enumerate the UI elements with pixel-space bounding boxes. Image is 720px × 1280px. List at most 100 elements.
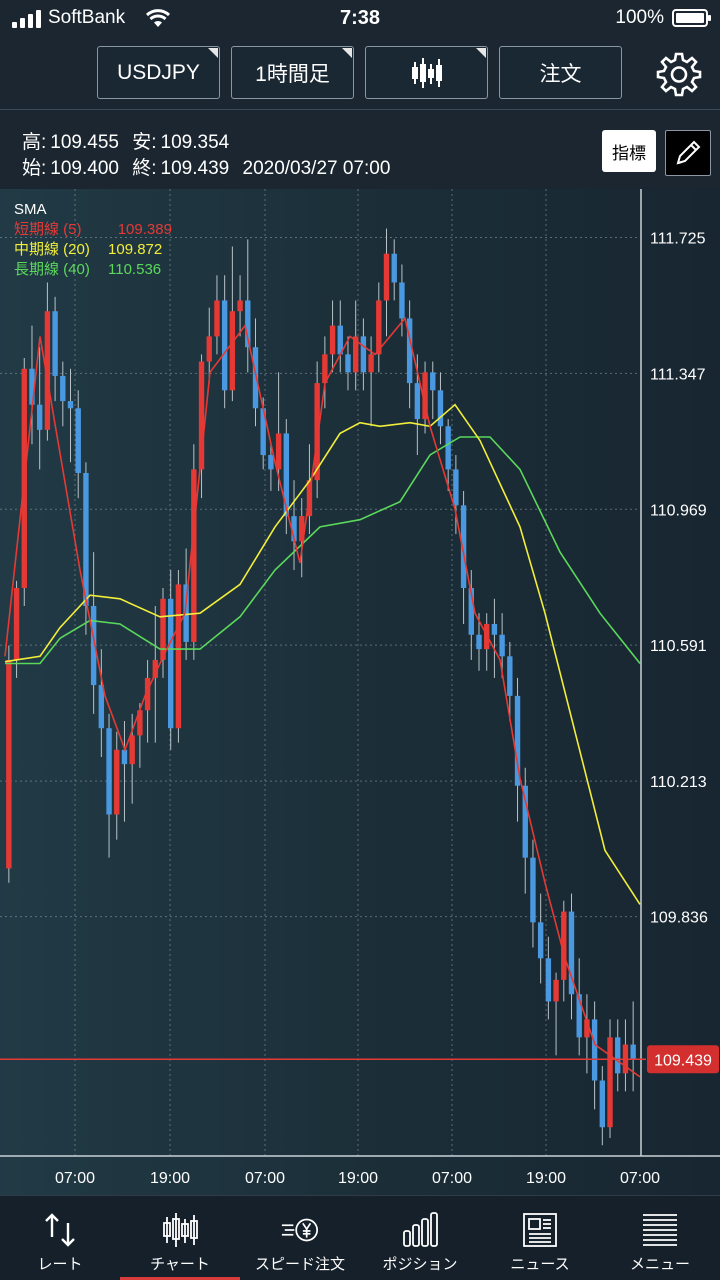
candle-body xyxy=(352,336,359,373)
candle-body xyxy=(615,1037,621,1074)
sma-long-label: 長期線 (40) xyxy=(14,261,90,278)
candle-body xyxy=(67,401,74,409)
candle-body xyxy=(584,1019,590,1038)
y-tick-label: 111.347 xyxy=(650,366,706,383)
candle-body xyxy=(252,347,259,409)
sma-short-line xyxy=(4,316,641,1078)
candle-body xyxy=(383,253,390,301)
candle-body xyxy=(175,584,182,729)
candlestick-icon xyxy=(411,57,442,88)
candle-body xyxy=(299,516,305,542)
tab-news[interactable]: ニュース xyxy=(480,1196,600,1280)
ohlc-info: 高: 109.455 安: 109.354 始: 109.400 終: 109.439 … xyxy=(0,111,720,189)
tab-rate[interactable]: レート xyxy=(0,1196,120,1280)
candle-body xyxy=(29,368,35,405)
candle-body xyxy=(237,300,243,312)
gear-icon[interactable] xyxy=(656,51,702,97)
chart-toolbar: USDJPY 1時間足 注文 xyxy=(0,38,720,110)
price-chart[interactable]: 111.725 111.347 110.969 110.591 110.213 109.8… xyxy=(0,189,720,1195)
candle-body xyxy=(399,282,405,319)
y-tick-label: 111.725 xyxy=(650,231,706,248)
tab-chart[interactable]: チャート xyxy=(120,1196,240,1280)
candle-body xyxy=(376,300,382,355)
low-label: 安: xyxy=(132,132,157,153)
candle-body xyxy=(337,325,343,355)
tab-chart-label: チャート xyxy=(150,1256,210,1273)
tab-position[interactable]: ポジション xyxy=(360,1196,480,1280)
active-tab-indicator xyxy=(120,1277,240,1280)
candle-body xyxy=(52,311,58,376)
candle-body xyxy=(460,505,467,589)
dropdown-corner-icon xyxy=(342,48,352,58)
candle-body xyxy=(561,911,567,980)
candle-body xyxy=(13,588,20,660)
close-label: 終: xyxy=(132,158,157,179)
timeframe-selector[interactable]: 1時間足 xyxy=(231,46,354,99)
y-tick-label: 110.969 xyxy=(650,502,707,519)
order-label: 注文 xyxy=(539,62,582,86)
position-bars-icon xyxy=(403,1212,438,1247)
candle-body xyxy=(345,354,351,373)
candle-body xyxy=(530,857,536,923)
wifi-icon xyxy=(145,9,171,27)
candle-body xyxy=(322,354,328,384)
sma-legend-row-short: 短期線 (5) 109.389 xyxy=(14,220,172,240)
chart-type-selector[interactable] xyxy=(365,46,488,99)
order-button[interactable]: 注文 xyxy=(499,46,622,99)
current-price-badge xyxy=(647,1045,719,1074)
candle-body xyxy=(160,598,166,660)
drawing-tool-button[interactable] xyxy=(665,130,711,176)
high-value: 109.455 xyxy=(50,132,119,153)
current-price-label: 109.439 xyxy=(654,1052,712,1069)
candle-body xyxy=(129,735,135,765)
candle-body xyxy=(245,300,251,348)
candle-body xyxy=(576,994,582,1038)
news-icon xyxy=(523,1213,557,1247)
open-value: 109.400 xyxy=(50,158,119,179)
tab-menu[interactable]: メニュー xyxy=(600,1196,720,1280)
candle-body xyxy=(430,372,436,391)
candle-body xyxy=(437,390,444,427)
candle-body xyxy=(229,311,236,391)
candle-body xyxy=(314,383,320,481)
tab-position-label: ポジション xyxy=(382,1256,458,1273)
tab-rate-label: レート xyxy=(37,1256,83,1273)
tab-speed-order[interactable]: スピード注文 xyxy=(240,1196,360,1280)
x-tick-label: 07:00 xyxy=(55,1170,95,1187)
tab-news-label: ニュース xyxy=(510,1256,570,1273)
bottom-tab-bar: レート チャート xyxy=(0,1195,720,1280)
x-tick-label: 07:00 xyxy=(620,1170,660,1187)
candle-body xyxy=(507,656,513,696)
indicator-button[interactable]: 指標 xyxy=(602,130,656,172)
rate-arrows-icon xyxy=(45,1213,75,1247)
battery-icon xyxy=(672,9,711,27)
sma-mid-label: 中期線 (20) xyxy=(14,241,90,258)
sma-long-line xyxy=(5,436,641,665)
status-time: 7:38 xyxy=(339,7,381,29)
symbol-selector[interactable]: USDJPY xyxy=(97,46,220,99)
sma-mid-line xyxy=(4,403,641,905)
x-tick-label: 19:00 xyxy=(526,1170,566,1187)
candle-body xyxy=(406,318,413,384)
candle-body xyxy=(121,749,128,765)
candle-body xyxy=(144,677,151,711)
open-label: 始: xyxy=(22,158,47,179)
candle-body xyxy=(206,336,212,362)
symbol-label: USDJPY xyxy=(117,60,200,84)
tab-menu-label: メニュー xyxy=(629,1256,690,1273)
candle-body xyxy=(260,408,266,456)
close-value: 109.439 xyxy=(160,158,230,179)
chart-canvas[interactable]: 111.725 111.347 110.969 110.591 110.213 109.8… xyxy=(0,189,720,1195)
candle-body xyxy=(422,372,428,420)
candle-body xyxy=(36,404,43,430)
status-bar: SoftBank 7:38 100% xyxy=(0,0,720,38)
x-tick-label: 19:00 xyxy=(150,1170,190,1187)
candle-body xyxy=(522,785,528,858)
candle-body xyxy=(391,253,397,283)
candle-body xyxy=(6,659,12,869)
tab-speed-order-label: スピード注文 xyxy=(254,1256,345,1273)
x-tick-label: 07:00 xyxy=(432,1170,472,1187)
candle-body xyxy=(568,911,575,995)
battery-percent: 100% xyxy=(615,7,664,28)
candle-body xyxy=(44,311,51,430)
